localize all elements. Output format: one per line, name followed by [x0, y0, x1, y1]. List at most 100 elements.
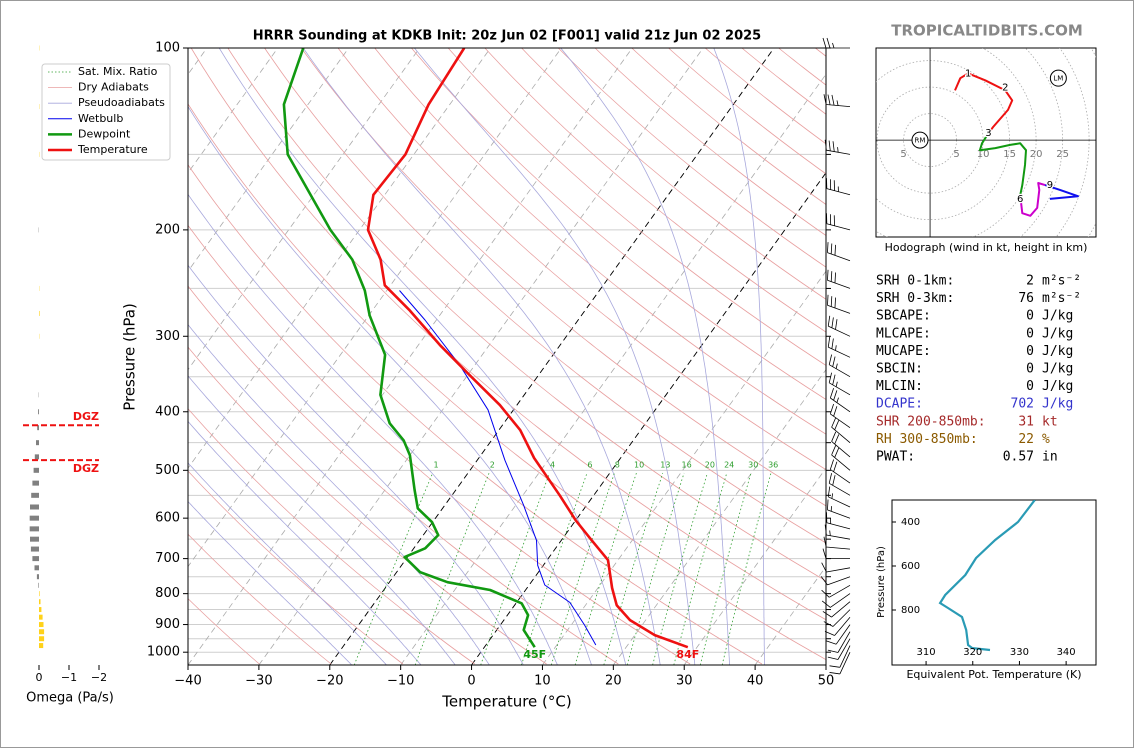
- ring-label: 5: [953, 149, 959, 160]
- wind-barb: [821, 584, 851, 598]
- legend-box: [41, 63, 171, 161]
- pseudoadiabat: [188, 324, 490, 665]
- stat-unit: J/kg: [1042, 344, 1073, 359]
- wind-barb: [820, 576, 851, 586]
- height-label: 9: [1047, 180, 1053, 191]
- omega-bar: [39, 629, 45, 635]
- mixing-ratio-label: 30: [748, 461, 758, 470]
- x-tick-label: 0: [467, 674, 475, 689]
- legend-label: Dewpoint: [78, 127, 131, 140]
- stat-unit: J/kg: [1042, 326, 1073, 341]
- pseudoadiabat: [302, 48, 661, 665]
- omega-bar: [29, 515, 39, 521]
- dry-adiabat: [188, 533, 332, 665]
- omega-tick-label: −1: [61, 671, 77, 684]
- omega-bar: [39, 591, 40, 597]
- pseudoadiabat: [188, 105, 592, 665]
- x-tick-label: −30: [245, 674, 272, 689]
- omega-bar: [29, 526, 39, 532]
- stat-label: SRH 0-1km:: [876, 274, 954, 289]
- stat-label: MUCAPE:: [876, 344, 931, 359]
- isotherm: [188, 48, 350, 272]
- omega-bar: [39, 607, 42, 613]
- legend-label: Pseudoadiabats: [78, 96, 165, 109]
- wind-barb: [827, 315, 851, 337]
- wind-barb: [829, 459, 851, 484]
- wind-barb: [823, 94, 851, 107]
- pseudoadiabat: [713, 48, 765, 665]
- thetae-x-tick-label: 320: [963, 647, 982, 658]
- wind-barb: [824, 524, 851, 540]
- y-axis-label: Pressure (hPa): [121, 303, 139, 411]
- wind-barb: [823, 536, 851, 550]
- pseudoadiabat: [188, 193, 558, 665]
- y-tick-label: 400: [155, 404, 180, 419]
- pseudoadiabat: [188, 420, 422, 665]
- thetae-x-tick-label: 340: [1057, 647, 1076, 658]
- x-tick-label: 50: [818, 674, 835, 689]
- pseudoadiabat: [188, 264, 524, 665]
- stat-value: 76: [1018, 291, 1034, 306]
- omega-bar: [36, 440, 39, 446]
- stat-label: MLCAPE:: [876, 326, 931, 341]
- stat-label: PWAT:: [876, 450, 915, 465]
- isotherm: [400, 73, 826, 665]
- stat-label: DCAPE:: [876, 397, 923, 412]
- omega-bar: [30, 536, 39, 542]
- dry-adiabat: [227, 48, 826, 582]
- ring-label: 5: [900, 149, 906, 160]
- sounding-line: [282, 48, 536, 648]
- omega-bar: [39, 599, 41, 605]
- wind-barb: [829, 403, 851, 429]
- omega-tick-label: 0: [36, 671, 43, 684]
- stat-unit: %: [1042, 432, 1050, 447]
- stat-unit: J/kg: [1042, 362, 1073, 377]
- mixing-ratio-label: 4: [550, 461, 555, 470]
- y-tick-label: 100: [155, 41, 180, 56]
- wind-barb: [826, 213, 851, 231]
- mixing-ratio-line: [550, 472, 615, 665]
- wind-barb: [824, 616, 851, 636]
- hodograph-trace: [954, 72, 1014, 134]
- stat-value: 0: [1026, 326, 1034, 341]
- x-tick-label: −40: [174, 674, 201, 689]
- wind-barb: [829, 645, 851, 668]
- wind-barb: [827, 631, 851, 653]
- legend-label: Sat. Mix. Ratio: [78, 65, 158, 78]
- wind-barb: [827, 242, 851, 262]
- stat-unit: J/kg: [1042, 379, 1073, 394]
- stat-value: 0: [1026, 379, 1034, 394]
- pseudoadiabat: [414, 48, 696, 665]
- hodograph-caption: Hodograph (wind in kt, height in km): [885, 241, 1088, 254]
- wind-barb: [827, 486, 851, 508]
- stat-label: SHR 200-850mb:: [876, 414, 986, 429]
- wind-barb: [829, 387, 851, 413]
- y-tick-label: 700: [155, 551, 180, 566]
- skewt-plot: [188, 48, 826, 665]
- stat-label: SRH 0-3km:: [876, 291, 954, 306]
- stat-value: 31: [1018, 414, 1034, 429]
- stat-unit: in: [1042, 450, 1058, 465]
- ring-label: 15: [1003, 149, 1016, 160]
- thetae-frame: [891, 499, 1097, 666]
- dry-adiabat: [188, 224, 691, 665]
- thetae-y-tick-label: 600: [901, 561, 920, 572]
- wind-barb: [821, 593, 851, 608]
- stat-value: 0: [1026, 309, 1034, 324]
- ring-label: 20: [1030, 149, 1043, 160]
- isotherm: [258, 48, 704, 665]
- mixing-ratio-label: 1: [434, 461, 439, 470]
- isotherm: [188, 48, 491, 469]
- wind-barb: [828, 372, 851, 396]
- dry-adiabat: [374, 48, 826, 435]
- x-tick-label: −10: [387, 674, 414, 689]
- dry-adiabat: [188, 103, 826, 661]
- chart-title: HRRR Sounding at KDKB Init: 20z Jun 02 […: [253, 29, 761, 44]
- thetae-x-tick-label: 330: [1010, 647, 1029, 658]
- stat-label: RH 300-850mb:: [876, 432, 978, 447]
- omega-bar: [39, 643, 44, 649]
- isotherm: [188, 48, 633, 665]
- pseudoadiabat: [188, 375, 456, 665]
- wind-barb: [826, 512, 851, 530]
